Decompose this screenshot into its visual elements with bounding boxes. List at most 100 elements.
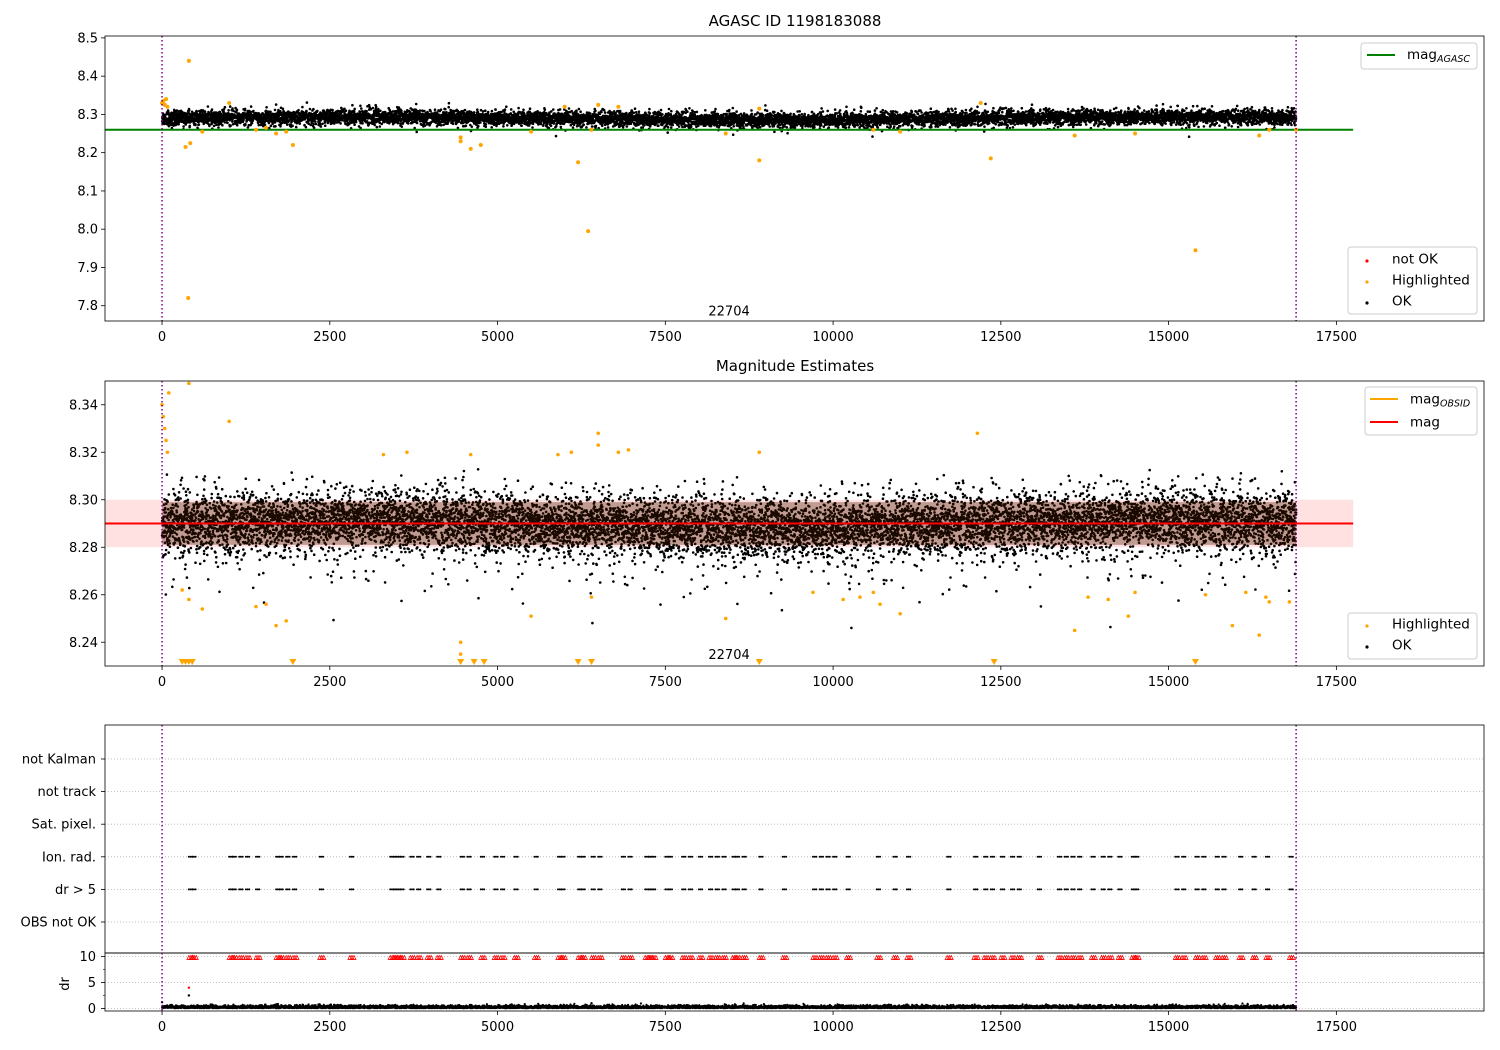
flag-point [630,888,633,891]
flag-point [1040,888,1043,891]
flag-point [278,855,281,858]
flag-point [439,855,442,858]
flag-point [733,855,736,858]
flag-point [1001,855,1004,858]
dr-clipped-marker [1183,954,1189,960]
flag-point [1184,888,1187,891]
dr-clipped-marker [233,954,240,960]
flag-point [691,888,694,891]
flag-point [697,855,700,858]
agasc-highlighted-point [757,106,762,111]
flag-point [630,855,633,858]
agasc-highlighted-point [200,129,205,134]
dr-xtick-label: 17500 [1316,1020,1357,1035]
flag-point [999,855,1002,858]
legend-point-label: Highlighted [1392,273,1470,289]
flag-point [429,888,432,891]
flag-point [833,855,836,858]
flag-point [535,855,538,858]
dr-clipped-marker [1136,954,1142,960]
flag-point [825,855,828,858]
flag-point [233,855,236,858]
flag-point [827,855,830,858]
obsid-annotation: 22704 [708,304,749,319]
flag-point [699,855,702,858]
flag-point [191,888,194,891]
flag-point [293,888,296,891]
flag-point [590,888,593,891]
magnitude-highlighted-point [1257,633,1261,637]
flag-point [721,855,724,858]
agasc-xtick-label: 0 [158,330,166,345]
flag-point [436,855,439,858]
flag-point [624,888,627,891]
dr-clipped-marker [247,954,253,960]
flag-point [192,888,195,891]
flag-point [582,855,585,858]
flag-point [1254,855,1257,858]
flag-point [275,855,278,858]
flag-point [1214,855,1217,858]
flag-point [999,888,1002,891]
magnitude-highlighted-point [405,450,409,455]
magnitude-highlighted-point [180,588,184,592]
flag-point [946,888,949,891]
dr-clipped-marker [515,954,522,960]
agasc-point-legend: not OK Highlighted OK [1347,246,1478,315]
flag-point [666,855,669,858]
flag-point [983,888,986,891]
dr-clipped-marker [1072,954,1078,960]
dr-clipped-marker [1253,954,1260,960]
flag-point [461,855,464,858]
dr-clipped-marker [1290,954,1297,960]
flag-point [1078,888,1081,891]
agasc-highlighted-point [164,97,169,102]
flag-point [583,855,586,858]
flag-point [627,855,630,858]
flag-point [949,855,952,858]
magnitude-highlighted-point [529,614,533,618]
flag-point [436,888,439,891]
flag-point [714,888,717,891]
magnitude-highlighted-point [1267,600,1272,604]
flag-point [238,855,241,858]
agasc-highlighted-point [978,100,983,105]
flag-point [280,888,283,891]
flag-point [1174,888,1177,891]
flag-point [577,855,580,858]
dr-clipped-marker [1012,954,1018,960]
magnitude-highlighted-point [164,438,168,443]
magnitude-highlighted-point [556,452,560,457]
flag-point [481,888,484,891]
flag-point [1036,855,1039,858]
flag-point [459,855,462,858]
dr-clipped-marker [784,954,790,960]
flag-point [1019,888,1022,891]
flag-point [516,855,519,858]
flag-point [1060,855,1063,858]
flag-point [647,888,650,891]
flag-point [622,855,625,858]
flag-point [1108,855,1111,858]
flag-point [687,855,690,858]
agasc-highlighted-point [183,144,188,149]
flag-point [395,855,398,858]
flag-point [1110,888,1113,891]
dr-clipped-marker [193,954,199,960]
flag-point [1107,855,1110,858]
agasc-highlighted-point [1072,133,1077,138]
dr-clipped-marker [428,954,434,960]
flag-point [392,888,395,891]
agasc-highlighted-point [871,127,876,132]
dr-clipped-marker [683,954,689,960]
agasc-ytick-label: 8.1 [77,184,98,199]
flag-point [815,855,818,858]
flag-point [811,855,814,858]
flag-point [241,855,244,858]
flag-point [1093,855,1096,858]
flag-point [716,855,719,858]
flag-point [879,855,882,858]
flag-point [561,888,564,891]
flag-point [811,888,814,891]
